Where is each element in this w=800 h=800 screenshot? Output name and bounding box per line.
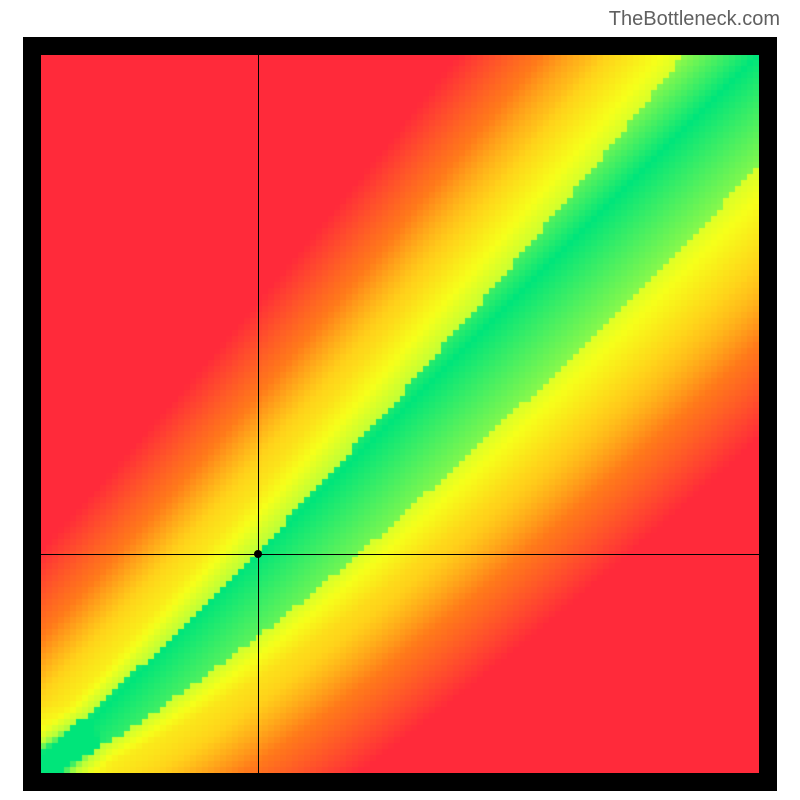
crosshair-marker — [254, 550, 262, 558]
plot-frame — [23, 37, 777, 791]
crosshair-horizontal — [41, 554, 759, 555]
chart-container: TheBottleneck.com — [0, 0, 800, 800]
plot-inner — [41, 55, 759, 773]
watermark-text: TheBottleneck.com — [609, 8, 780, 31]
heatmap-canvas — [41, 55, 759, 773]
crosshair-vertical — [258, 55, 259, 773]
